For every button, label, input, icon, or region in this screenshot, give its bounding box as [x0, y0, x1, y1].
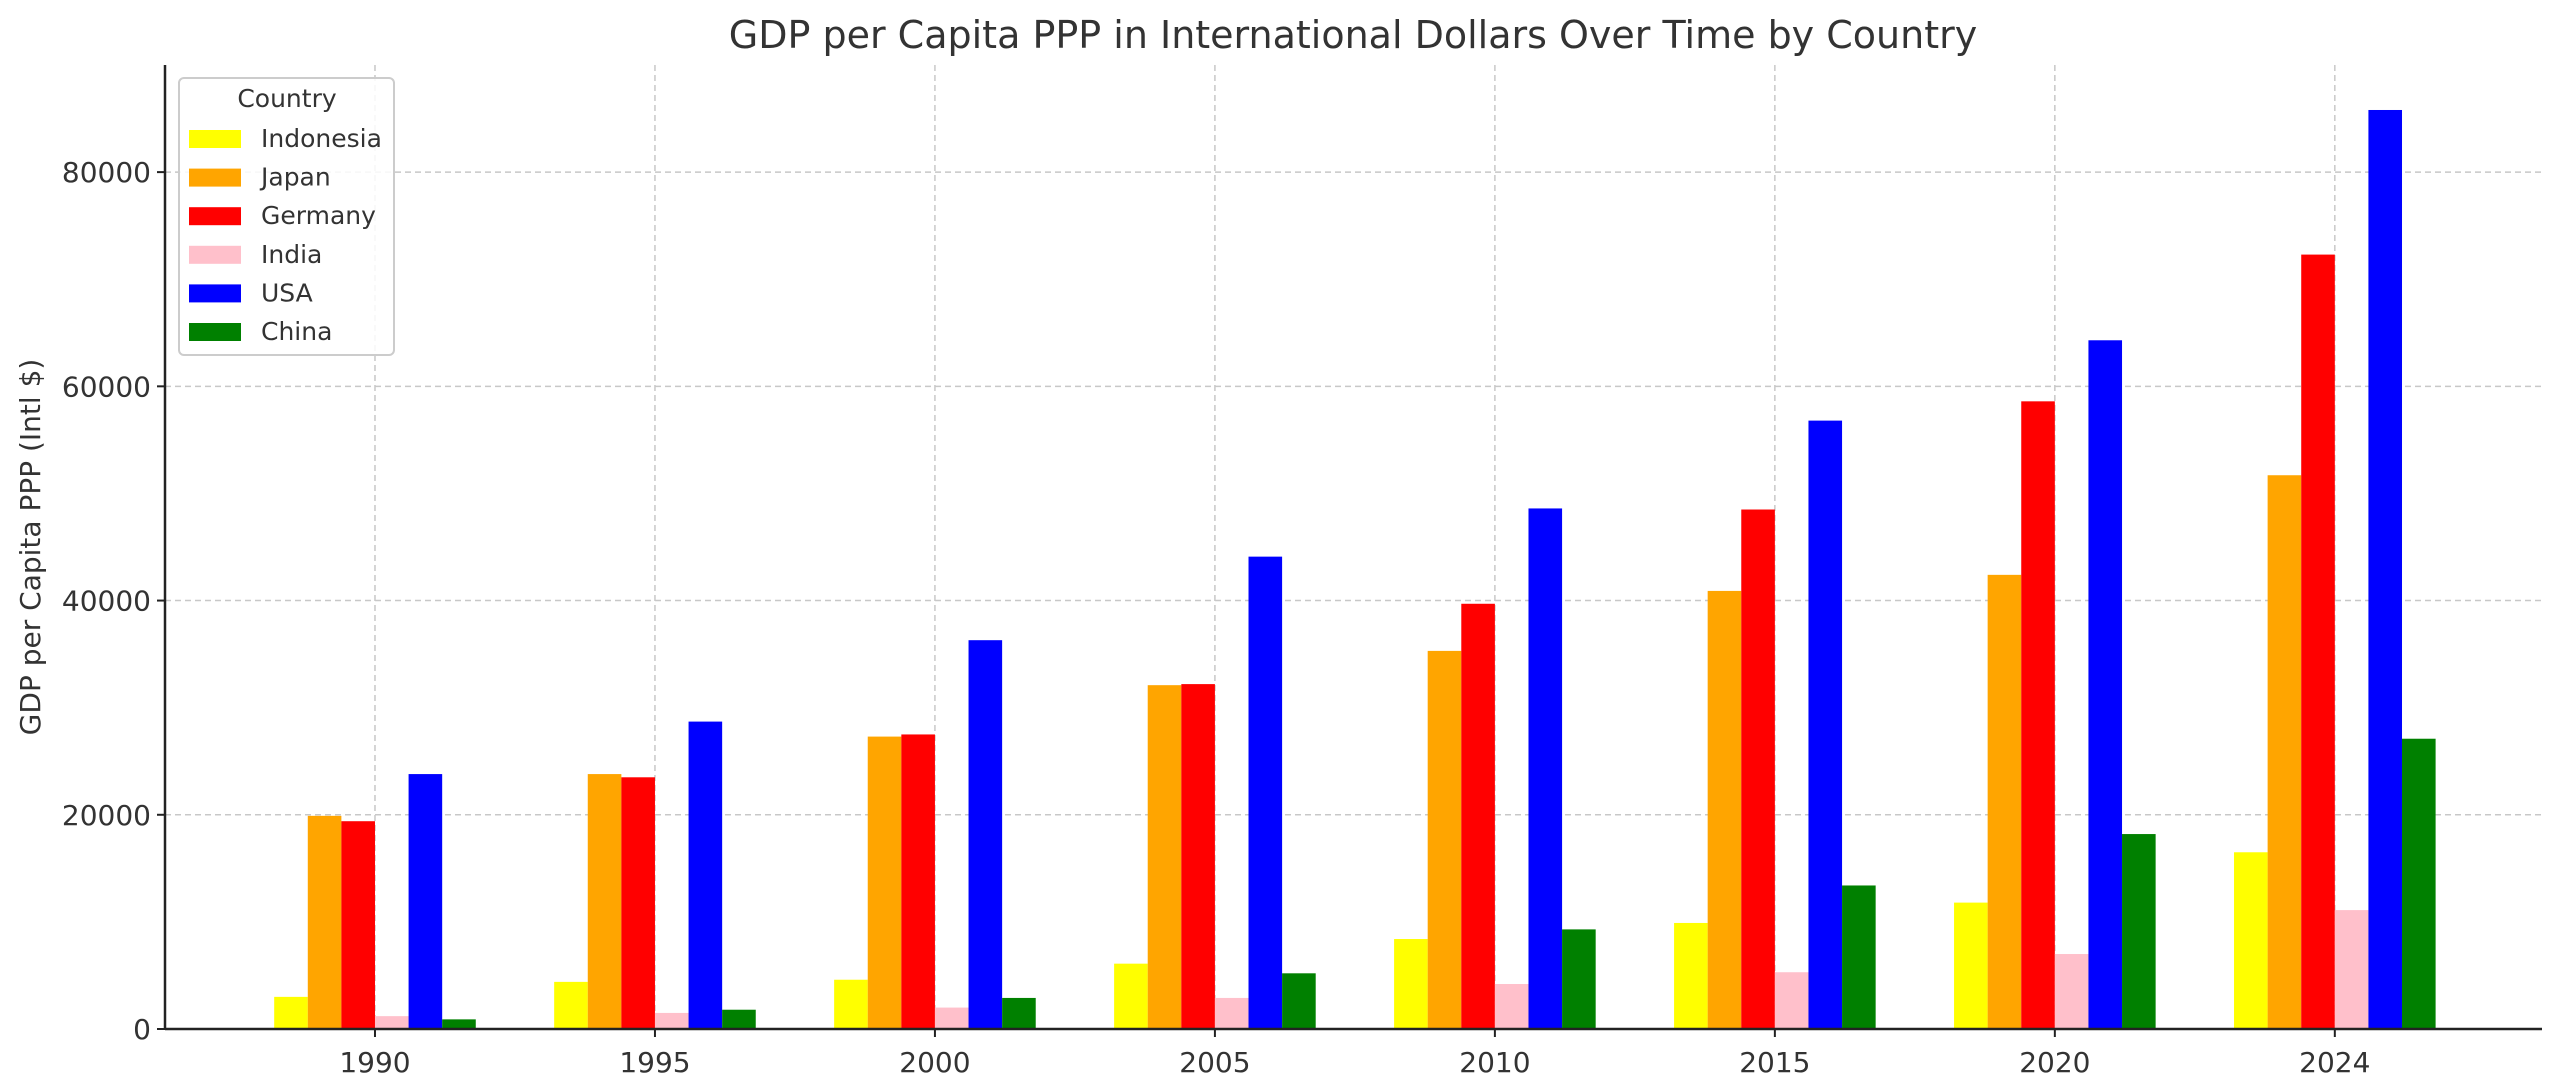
bar-indonesia-2015	[1674, 922, 1708, 1029]
x-tick-label: 1995	[619, 1046, 690, 1079]
bar-germany-2024	[2301, 254, 2335, 1029]
bar-china-1990	[442, 1019, 476, 1029]
bar-india-2015	[1774, 972, 1809, 1029]
legend-swatch-germany	[189, 207, 241, 226]
y-tick-label: 80000	[62, 156, 151, 189]
bar-usa-2010	[1528, 508, 1563, 1029]
bar-india-1995	[654, 1012, 689, 1029]
bar-india-2020	[2054, 954, 2089, 1029]
x-tick-label: 2020	[2019, 1046, 2090, 1079]
x-tick-label: 2015	[1739, 1046, 1810, 1079]
bar-indonesia-2000	[834, 979, 868, 1029]
legend: Country Indonesia Japan Germany India USA Chi…	[178, 77, 395, 356]
bar-india-2000	[934, 1007, 969, 1029]
x-tick-label: 2010	[1459, 1046, 1530, 1079]
legend-swatch-japan	[189, 168, 241, 187]
legend-swatch-india	[189, 245, 241, 264]
bar-germany-1990	[341, 821, 375, 1029]
y-axis-label: GDP per Capita PPP (Intl $)	[14, 359, 47, 736]
y-tick-label: 20000	[62, 799, 151, 832]
x-tick-label: 2005	[1179, 1046, 1250, 1079]
bar-germany-2015	[1741, 509, 1775, 1029]
bars	[274, 109, 2436, 1030]
legend-label-india: India	[261, 240, 322, 269]
bar-germany-1995	[621, 777, 655, 1029]
bar-indonesia-2010	[1394, 939, 1428, 1029]
bar-india-2010	[1494, 984, 1529, 1029]
bar-japan-2010	[1427, 650, 1462, 1029]
legend-title: Country	[237, 84, 337, 113]
bar-china-2015	[1842, 885, 1876, 1029]
bar-japan-2020	[1987, 574, 2022, 1029]
bar-india-2005	[1214, 997, 1249, 1029]
bar-india-2024	[2334, 910, 2369, 1029]
chart-title: GDP per Capita PPP in International Doll…	[729, 13, 1977, 57]
bar-indonesia-2005	[1114, 963, 1148, 1029]
bar-indonesia-1995	[554, 981, 588, 1029]
bar-usa-2015	[1808, 420, 1843, 1029]
bar-usa-2000	[968, 640, 1003, 1029]
axes	[163, 65, 2542, 1031]
bar-china-2024	[2402, 738, 2436, 1029]
legend-label-indonesia: Indonesia	[261, 124, 382, 153]
bar-india-1990	[374, 1016, 409, 1029]
x-tick-label: 2024	[2299, 1046, 2370, 1079]
bar-germany-2005	[1181, 684, 1215, 1029]
bar-china-2020	[2122, 834, 2156, 1029]
legend-swatch-china	[189, 323, 241, 341]
bar-china-1995	[722, 1009, 756, 1029]
bar-japan-2000	[867, 736, 902, 1029]
bar-usa-2024	[2368, 109, 2403, 1029]
bar-china-2005	[1282, 973, 1316, 1029]
grid	[165, 65, 2542, 1029]
bar-japan-2024	[2267, 475, 2302, 1029]
bar-usa-2020	[2088, 340, 2123, 1030]
bar-indonesia-2020	[1954, 902, 1988, 1029]
bar-japan-1990	[307, 815, 342, 1029]
legend-label-germany: Germany	[261, 201, 376, 230]
legend-label-china: China	[261, 317, 332, 346]
x-tick-label: 2000	[899, 1046, 970, 1079]
y-tick-label: 40000	[62, 585, 151, 618]
bar-germany-2020	[2021, 401, 2055, 1030]
legend-label-usa: USA	[261, 278, 313, 307]
bar-germany-2010	[1461, 603, 1495, 1029]
bar-usa-2005	[1248, 556, 1283, 1029]
legend-swatch-indonesia	[189, 130, 241, 148]
bar-indonesia-2024	[2234, 852, 2268, 1029]
bar-china-2010	[1562, 929, 1596, 1029]
bar-indonesia-1990	[274, 996, 308, 1029]
x-tick-label: 1990	[339, 1046, 410, 1079]
bar-usa-1995	[688, 721, 723, 1029]
bar-usa-1990	[408, 774, 443, 1029]
y-tick-label: 0	[133, 1013, 151, 1046]
y-tick-label: 60000	[62, 370, 151, 403]
bar-japan-2005	[1147, 685, 1182, 1029]
bar-china-2000	[1002, 997, 1036, 1029]
bar-germany-2000	[901, 734, 935, 1029]
ticks: 0 20000 40000 60000 80000 1990 1995 2000 2005 201…	[62, 156, 2371, 1079]
legend-swatch-usa	[189, 284, 241, 303]
legend-label-japan: Japan	[259, 163, 331, 192]
bar-japan-1995	[587, 774, 622, 1029]
bar-japan-2015	[1707, 590, 1742, 1029]
